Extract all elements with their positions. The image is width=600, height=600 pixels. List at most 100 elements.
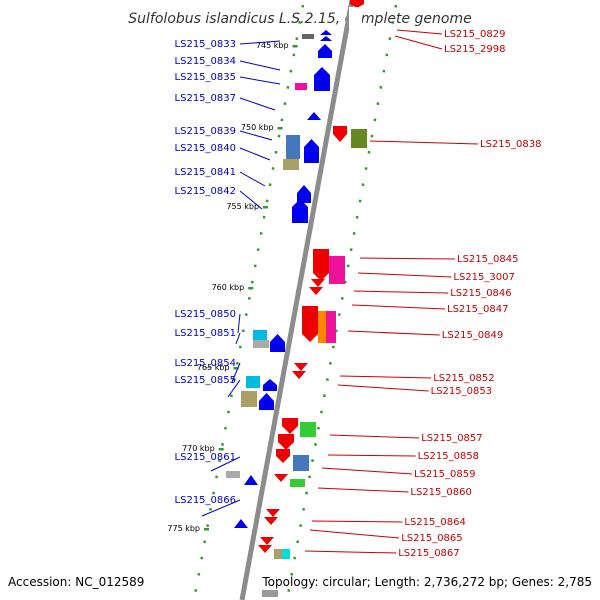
right-leader-line [304,550,397,554]
orange-gene[interactable] [318,311,327,343]
grey-gene[interactable] [253,340,269,348]
right-gene-label[interactable]: LS215_0852 [433,373,494,384]
grey-gene[interactable] [262,590,278,597]
right-leader-line [329,434,420,439]
blue-chevron-gene[interactable] [234,519,248,528]
scale-tick-label: 755 kbp [226,202,259,211]
red-arrow-gene[interactable] [333,126,347,142]
left-gene-label[interactable]: LS215_0840 [175,143,236,154]
right-gene-label[interactable]: LS215_0859 [414,469,475,480]
red-chevron-gene[interactable] [264,517,278,525]
blue-arrow-gene[interactable] [304,139,319,163]
khaki-gene[interactable] [241,391,257,407]
khaki-gene[interactable] [274,549,282,559]
blue-arrow-gene[interactable] [259,393,274,410]
left-leader-line [237,313,241,334]
blue-chevron-gene[interactable] [307,112,321,120]
right-gene-labels: LS215_0829 LS215_2998 LS215_0838 LS215_0845… [304,29,541,559]
genome-backbone [239,0,355,600]
right-gene-label[interactable]: LS215_3007 [453,272,514,283]
green-gene[interactable] [290,479,305,487]
scale-tick-label: 745 kbp [256,41,289,50]
green-gene[interactable] [300,422,316,437]
right-leader-line [321,467,413,475]
red-chevron-gene[interactable] [258,545,272,553]
red-chevron-gene[interactable] [311,279,325,287]
left-gene-labels: LS215_0833 LS215_0834 LS215_0835 LS215_0837… [175,39,281,517]
steelblue-gene[interactable] [293,455,309,471]
right-gene-label[interactable]: LS215_0846 [450,288,511,299]
blue-chevron-gene[interactable] [320,30,332,35]
red-chevron-gene[interactable] [309,287,323,295]
left-leader-line [239,190,263,210]
blue-arrow-gene[interactable] [297,185,311,203]
magenta-gene[interactable] [295,83,307,90]
left-leader-line [239,130,273,141]
red-arrow-gene[interactable] [313,249,329,281]
magenta-gene[interactable] [326,311,336,343]
right-gene-label[interactable]: LS215_0857 [421,433,482,444]
steelblue-gene[interactable] [286,135,300,159]
left-gene-label[interactable]: LS215_0841 [175,167,236,178]
right-gene-label[interactable]: LS215_0847 [447,304,508,315]
right-gene-label[interactable]: LS215_0829 [444,29,505,40]
grey-gene[interactable] [226,471,240,478]
left-gene-label[interactable]: LS215_0861 [175,452,236,463]
scale-ticks: 745 kbp 750 kbp 755 kbp 760 kbp 765 kbp 770 k… [167,41,298,533]
red-chevron-gene[interactable] [266,509,280,517]
magenta-gene[interactable] [329,256,345,284]
red-arrow-gene[interactable] [302,306,318,342]
blue-arrow-gene[interactable] [318,44,332,58]
blue-arrow-gene[interactable] [314,67,330,91]
right-gene-label[interactable]: LS215_0849 [442,330,503,341]
right-gene-label[interactable]: LS215_2998 [444,44,505,55]
red-chevron-gene[interactable] [294,363,308,371]
grey-gene[interactable] [302,34,314,39]
right-gene-label[interactable]: LS215_0864 [404,517,465,528]
left-gene-label[interactable]: LS215_0835 [175,72,236,83]
left-leader-line [227,379,241,398]
blue-chevron-gene[interactable] [320,36,332,41]
cyan-gene[interactable] [246,376,260,388]
red-chevron-gene[interactable] [274,474,288,482]
left-leader-line [239,147,271,161]
left-gene-label[interactable]: LS215_0834 [175,56,236,67]
red-chevron-gene[interactable] [292,371,306,379]
left-gene-label[interactable]: LS215_0842 [175,186,236,197]
blue-chevron-gene[interactable] [244,475,258,485]
right-gene-label[interactable]: LS215_0865 [401,533,462,544]
red-arrow-gene[interactable] [276,449,290,463]
right-gene-label[interactable]: LS215_0860 [410,487,471,498]
right-gene-label[interactable]: LS215_0858 [418,451,479,462]
cyan-gene[interactable] [282,549,290,559]
left-dotted-track [192,4,305,600]
topology-text: Topology: circular; Length: 2,736,272 bp… [261,575,592,589]
right-gene-label[interactable]: LS215_0838 [480,139,541,150]
right-gene-label[interactable]: LS215_0845 [457,254,518,265]
red-arrow-gene[interactable] [350,0,364,8]
left-gene-label[interactable]: LS215_0850 [175,309,236,320]
left-gene-label[interactable]: LS215_0866 [175,495,236,506]
right-leader-line [394,35,443,50]
scale-tick-label: 770 kbp [182,444,215,453]
left-gene-label[interactable]: LS215_0854 [175,358,236,369]
blue-arrow-gene[interactable] [292,199,308,223]
red-arrow-gene[interactable] [278,434,294,450]
left-gene-label[interactable]: LS215_0839 [175,126,236,137]
olive-gene[interactable] [351,129,367,148]
scale-tick-mark [292,45,298,48]
left-gene-label[interactable]: LS215_0851 [175,328,236,339]
left-gene-label[interactable]: LS215_0837 [175,93,236,104]
blue-arrow-gene[interactable] [270,334,285,352]
left-gene-label[interactable]: LS215_0833 [175,39,236,50]
red-arrow-gene[interactable] [282,418,298,434]
blue-arrow-gene[interactable] [263,379,277,391]
khaki-gene[interactable] [283,159,299,170]
white-gene-box[interactable] [349,7,362,29]
red-chevron-gene[interactable] [260,537,274,545]
cyan-gene[interactable] [253,330,267,340]
scale-tick-label: 760 kbp [212,283,245,292]
left-gene-label[interactable]: LS215_0855 [175,375,236,386]
right-gene-label[interactable]: LS215_0867 [398,548,459,559]
right-gene-label[interactable]: LS215_0853 [431,386,492,397]
